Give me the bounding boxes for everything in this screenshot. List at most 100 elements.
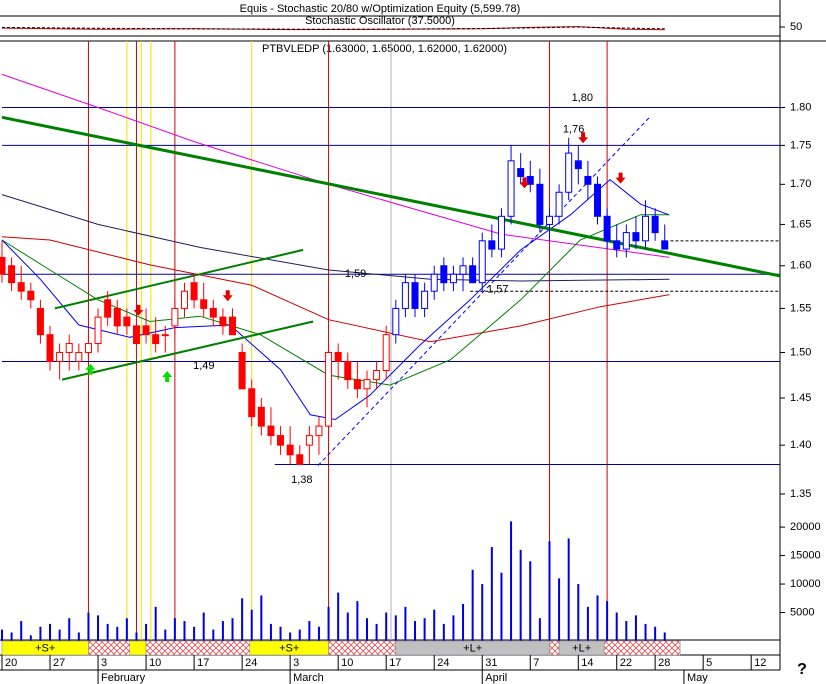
candle-body [459, 265, 467, 275]
help-icon[interactable]: ? [797, 661, 807, 678]
x-tick-label: 17 [389, 657, 401, 669]
volume-bar [202, 612, 205, 641]
volume-bar [87, 612, 90, 641]
candle-body [613, 240, 621, 250]
x-tick-label: 24 [437, 657, 449, 669]
candle-body [113, 307, 121, 327]
chart-subtitle: Stochastic Oscillator (37.5000) [305, 15, 455, 27]
candle-body [152, 334, 160, 345]
candle-body [632, 232, 640, 242]
volume-bar [500, 572, 503, 641]
signal-arrow [615, 172, 626, 184]
signal-segment [328, 640, 397, 656]
y-tick-label: 10000 [790, 578, 821, 590]
volume-bar [327, 606, 330, 641]
candle-body [469, 265, 477, 284]
volume-bar [116, 626, 119, 641]
annotation: 1,38 [291, 474, 312, 486]
candle-body [267, 425, 275, 437]
trend-line [54, 248, 304, 310]
x-tick-label: 12 [754, 657, 766, 669]
volume-bar [423, 618, 426, 641]
volume-bar [97, 615, 100, 641]
signal-arrow [85, 363, 96, 375]
volume-bar [164, 629, 167, 641]
y-tick-label: 15000 [790, 549, 821, 561]
x-tick-label: 24 [245, 657, 257, 669]
x-tick-label: 5 [706, 657, 712, 669]
x-tick-label: 20 [5, 657, 17, 669]
volume-bar [20, 621, 23, 641]
signal-segment [88, 640, 130, 656]
candle-body [526, 175, 534, 185]
month-label: May [687, 672, 708, 684]
candle-body [565, 152, 573, 193]
volume-bar [77, 632, 80, 641]
candle-body [661, 240, 669, 250]
candle-body [209, 307, 217, 318]
candle-body [248, 388, 256, 418]
chart-title: Equis - Stochastic 20/80 w/Optimization … [240, 3, 521, 15]
volume-bar [634, 615, 637, 641]
volume-bar [510, 521, 513, 641]
trend-line [61, 320, 314, 381]
candle-body [411, 282, 419, 309]
volume-bar [125, 618, 128, 641]
volume-bar [250, 609, 253, 641]
volume-bar [260, 595, 263, 641]
volume-bar [231, 618, 234, 641]
volume-bar [481, 584, 484, 641]
volume-bar [548, 541, 551, 641]
y-tick-label: 50 [790, 21, 802, 33]
moving-average [1, 194, 670, 282]
moving-average [1, 236, 670, 343]
volume-bar [308, 621, 311, 641]
month-label: February [101, 672, 146, 684]
volume-bar [394, 615, 397, 641]
candle-body [401, 282, 409, 309]
volume-bar [558, 578, 561, 641]
moving-average [1, 73, 670, 258]
volume-bar [586, 606, 589, 641]
candle-body [305, 435, 313, 446]
signal-arrow [133, 304, 144, 316]
candle-body [17, 282, 25, 292]
volume-bar [404, 606, 407, 641]
candle-body [651, 215, 659, 234]
volume-bar [173, 618, 176, 641]
month-label: April [485, 672, 507, 684]
candle-body [478, 240, 486, 284]
candle-body [488, 240, 496, 250]
volume-bar [154, 606, 157, 641]
candle-body [642, 215, 650, 242]
volume-bar [269, 623, 272, 641]
y-tick-label: 1.75 [790, 139, 811, 151]
trend-line [317, 116, 651, 466]
volume-bar [337, 592, 340, 641]
candle-body [286, 444, 294, 456]
annotation: 1,76 [563, 123, 584, 135]
annotation: 1,57 [487, 283, 508, 295]
candle-body [545, 215, 553, 225]
signal-segment [603, 640, 681, 656]
y-tick-label: 1.70 [790, 178, 811, 190]
volume-bar [567, 538, 570, 641]
x-tick-label: 31 [485, 657, 497, 669]
candle-body [344, 360, 352, 381]
candle-body [325, 351, 333, 427]
candle-body [27, 290, 35, 301]
candle-body [296, 454, 304, 465]
candle-body [430, 273, 438, 292]
candle-body [315, 425, 323, 437]
candle-body [353, 379, 361, 390]
signal-label: +L+ [463, 642, 482, 654]
volume-bar [606, 601, 609, 641]
candle-body [238, 351, 246, 390]
y-tick-label: 1.50 [790, 346, 811, 358]
candle-body [46, 334, 54, 362]
month-label: March [293, 672, 324, 684]
volume-bar [49, 623, 52, 641]
volume-bar [346, 612, 349, 641]
volume-bar [538, 618, 541, 641]
